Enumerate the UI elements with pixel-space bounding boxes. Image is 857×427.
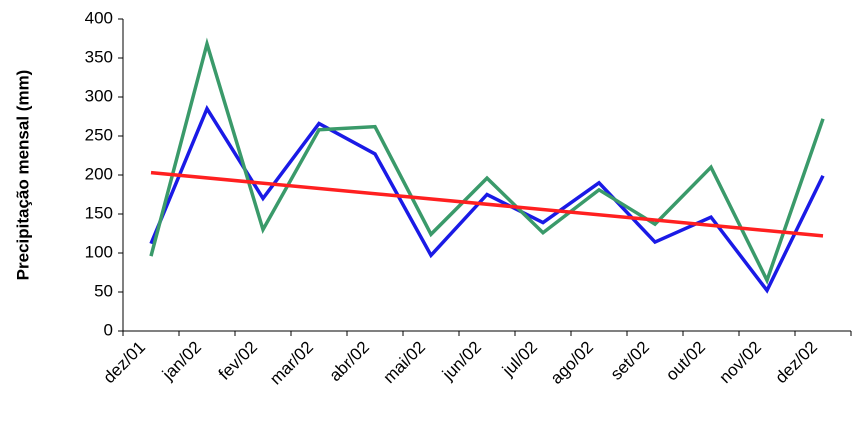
data-line (149, 37, 825, 285)
x-tick-label: jun/02 (438, 338, 485, 385)
y-tick-label: 400 (85, 8, 113, 27)
x-tick-label: fev/02 (215, 338, 261, 384)
y-tick-label: 50 (94, 281, 113, 300)
y-tick-label: 0 (104, 320, 113, 339)
x-tick-label: mai/02 (379, 338, 429, 388)
x-tick-label: dez/02 (771, 338, 821, 388)
y-axis-label: Precipitação mensal (mm) (13, 70, 32, 281)
x-tick-label: jan/02 (158, 338, 205, 385)
x-tick-label: set/02 (607, 338, 653, 384)
x-tick-label: jul/02 (498, 338, 541, 381)
x-tick-label: abr/02 (325, 338, 373, 386)
y-tick-label: 200 (85, 164, 113, 183)
x-tick-label: nov/02 (715, 338, 765, 388)
y-tick-label: 300 (85, 86, 113, 105)
y-tick-label: 150 (85, 203, 113, 222)
x-tick-label: mar/02 (266, 338, 317, 389)
data-line (149, 104, 825, 294)
y-tick-label: 250 (85, 125, 113, 144)
x-tick-label: dez/01 (99, 338, 149, 388)
x-tick-label: ago/02 (547, 338, 597, 388)
x-tick-label: out/02 (662, 338, 709, 385)
trend-line (150, 170, 824, 238)
y-tick-label: 100 (85, 242, 113, 261)
y-tick-label: 350 (85, 47, 113, 66)
